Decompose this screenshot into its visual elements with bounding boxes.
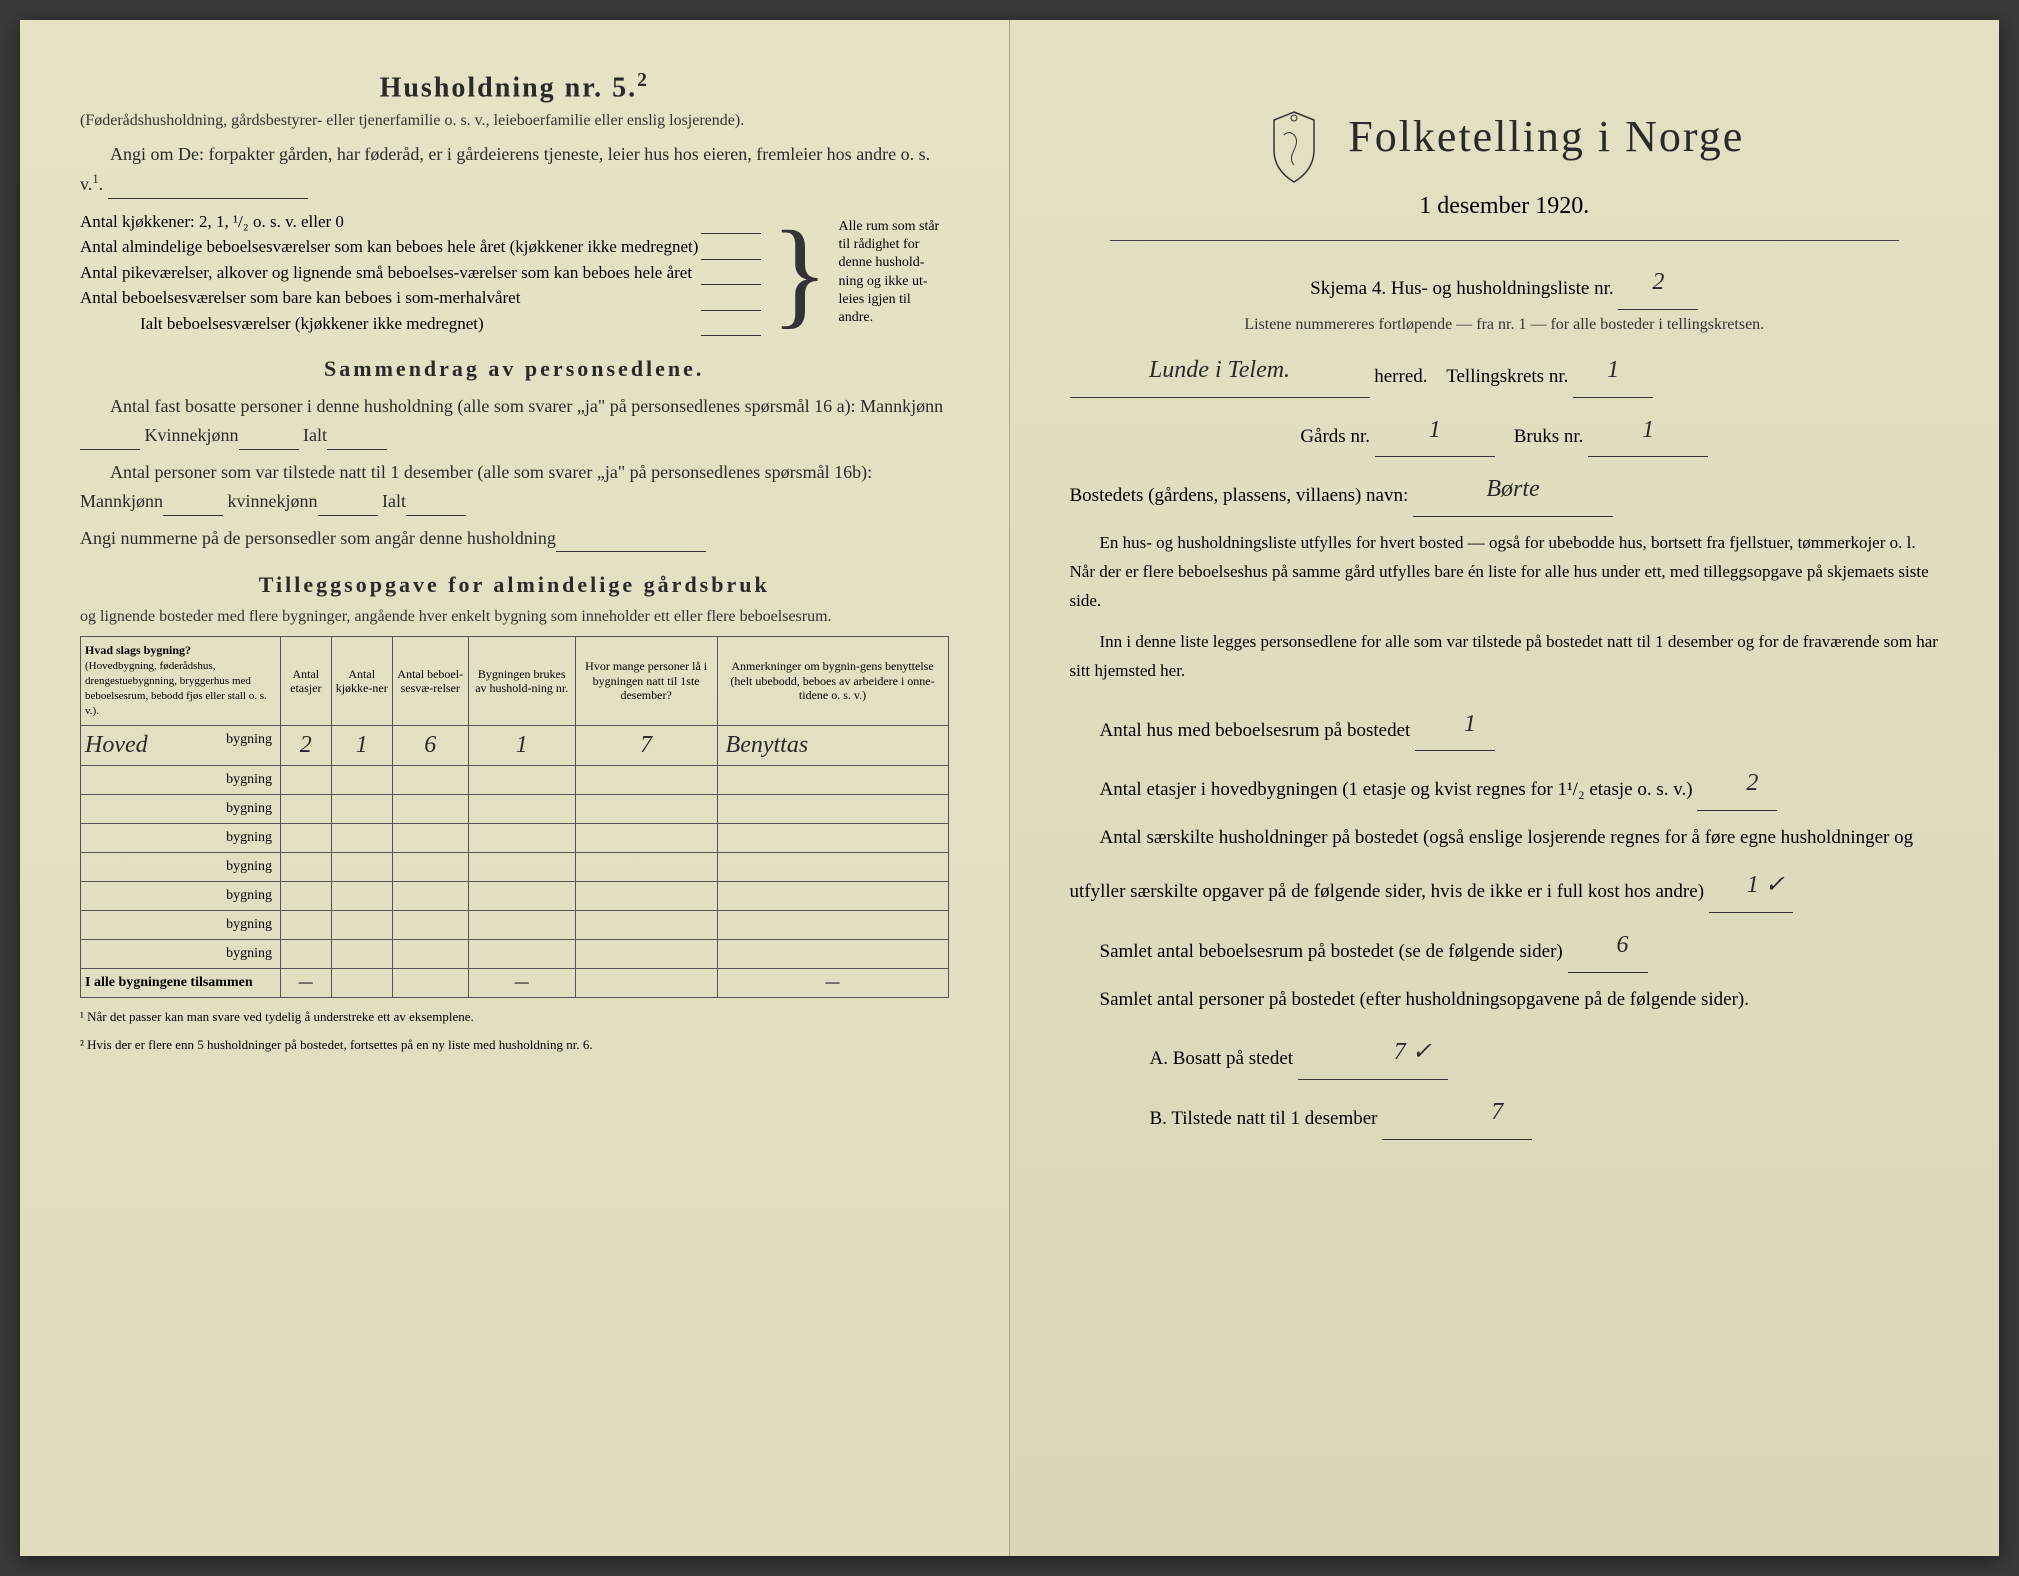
q1-value: 1: [1415, 698, 1495, 752]
table-row: bygning: [81, 910, 949, 939]
q5b-label: B. Tilstede natt til 1 desember: [1150, 1108, 1378, 1129]
bruks-value: 1: [1588, 404, 1708, 458]
q4-value: 6: [1568, 919, 1648, 973]
footnote-1: ¹ Når det passer kan man svare ved tydel…: [80, 1008, 949, 1026]
q4-label: Samlet antal beboelsesrum på bostedet (s…: [1100, 941, 1563, 962]
room-line-1: Antal kjøkkener: 2, 1, ¹/₂ o. s. v. elle…: [80, 209, 344, 235]
table-row: bygning: [81, 765, 949, 794]
left-heading: Husholdning nr. 5.2: [80, 70, 949, 104]
q2-line: Antal etasjer i hovedbygningen (1 etasje…: [1070, 757, 1940, 811]
q5a-line: A. Bosatt på stedet 7 ✓: [1070, 1026, 1940, 1080]
rooms-block: Antal kjøkkener: 2, 1, ¹/₂ o. s. v. elle…: [80, 209, 949, 337]
table-row: Hovedbygning 2 1 6 1 7 Benyttas: [81, 725, 949, 765]
q5b-value: 7: [1382, 1086, 1532, 1140]
th-2: Antal etasjer: [281, 637, 332, 725]
skjema-value: 2: [1618, 256, 1698, 310]
sammendrag-2: Antal personer som var tilstede natt til…: [80, 458, 949, 516]
heading-text: Husholdning nr. 5.: [380, 72, 638, 103]
sammendrag-3: Angi nummerne på de personsedler som ang…: [80, 524, 949, 553]
q4-line: Samlet antal beboelsesrum på bostedet (s…: [1070, 919, 1940, 973]
footnote-2: ² Hvis der er flere enn 5 husholdninger …: [80, 1036, 949, 1054]
sammendrag-1: Antal fast bosatte personer i denne hush…: [80, 392, 949, 450]
table-row: bygning: [81, 794, 949, 823]
s1c: Ialt: [303, 425, 327, 445]
para1: En hus- og husholdningsliste utfylles fo…: [1070, 529, 1940, 616]
th-7: Anmerkninger om bygnin-gens benyttelse (…: [717, 637, 948, 725]
th-1: Hvad slags bygning?(Hovedbygning, føderå…: [81, 637, 281, 725]
q5a-label: A. Bosatt på stedet: [1150, 1048, 1294, 1069]
q3-value: 1 ✓: [1709, 859, 1793, 913]
s3: Angi nummerne på de personsedler som ang…: [80, 528, 556, 548]
tellingskrets-label: Tellingskrets nr.: [1446, 366, 1568, 387]
q5a-value: 7 ✓: [1298, 1026, 1448, 1080]
page-left: Husholdning nr. 5.2 (Føderådshusholdning…: [20, 20, 1010, 1556]
room-line-3: Antal pikeværelser, alkover og lignende …: [80, 260, 692, 286]
bostedets-value: Børte: [1413, 463, 1613, 517]
th-5: Bygningen brukes av hushold-ning nr.: [468, 637, 575, 725]
sammendrag-title: Sammendrag av personsedlene.: [80, 356, 949, 382]
bruks-label: Bruks nr.: [1514, 426, 1584, 447]
gards-label: Gårds nr.: [1300, 426, 1370, 447]
th-6: Hvor mange personer lå i bygningen natt …: [575, 637, 717, 725]
q2-value: 2: [1697, 757, 1777, 811]
herred-value: Lunde i Telem.: [1070, 344, 1370, 398]
brace-icon: }: [771, 225, 829, 321]
q5-line: Samlet antal personer på bostedet (efter…: [1070, 979, 1940, 1021]
census-document: Husholdning nr. 5.2 (Føderådshusholdning…: [20, 20, 1999, 1556]
table-row: bygning: [81, 881, 949, 910]
s1b: Kvinnekjønn: [145, 425, 239, 445]
dash: —: [717, 968, 948, 997]
listene-note: Listene nummereres fortløpende — fra nr.…: [1070, 316, 1940, 334]
table-row: bygning: [81, 823, 949, 852]
table-total-row: I alle bygningene tilsammen — — —: [81, 968, 949, 997]
gards-value: 1: [1375, 404, 1495, 458]
table-row: bygning: [81, 852, 949, 881]
q5b-line: B. Tilstede natt til 1 desember 7: [1070, 1086, 1940, 1140]
s1a: Antal fast bosatte personer i denne hush…: [110, 396, 943, 416]
s2b: kvinnekjønn: [228, 491, 318, 511]
q1-line: Antal hus med beboelsesrum på bostedet 1: [1070, 698, 1940, 752]
s2c: Ialt: [382, 491, 406, 511]
tillegg-sub: og lignende bosteder med flere bygninger…: [80, 608, 949, 626]
tellingskrets-value: 1: [1573, 344, 1653, 398]
room-line-5: Ialt beboelsesværelser (kjøkkener ikke m…: [80, 311, 484, 337]
skjema-line: Skjema 4. Hus- og husholdningsliste nr. …: [1070, 256, 1940, 310]
page-right: Folketelling i Norge 1 desember 1920. Sk…: [1010, 20, 2000, 1556]
brace-text: Alle rum som står til rådighet for denne…: [839, 218, 949, 327]
bostedets-line: Bostedets (gårdens, plassens, villaens) …: [1070, 463, 1940, 517]
th-4: Antal beboel-sesvæ-relser: [392, 637, 468, 725]
norway-crest-icon: [1264, 110, 1324, 185]
herred-label: herred.: [1374, 366, 1427, 387]
para2: Inn i denne liste legges personsedlene f…: [1070, 628, 1940, 686]
tillegg-title: Tilleggsopgave for almindelige gårdsbruk: [80, 572, 949, 598]
main-title: Folketelling i Norge: [1348, 111, 1744, 162]
room-line-4: Antal beboelsesværelser som bare kan beb…: [80, 285, 520, 311]
title-block: Folketelling i Norge 1 desember 1920.: [1070, 110, 1940, 220]
bostedets-label: Bostedets (gårdens, plassens, villaens) …: [1070, 485, 1409, 506]
q1-label: Antal hus med beboelsesrum på bostedet: [1100, 720, 1411, 741]
herred-line: Lunde i Telem. herred. Tellingskrets nr.…: [1070, 344, 1940, 398]
q3-line: Antal særskilte husholdninger på bostede…: [1070, 817, 1940, 913]
room-line-2: Antal almindelige beboelsesværelser som …: [80, 234, 698, 260]
left-sub1: (Føderådshusholdning, gårdsbestyrer- ell…: [80, 112, 949, 130]
dash: —: [281, 968, 332, 997]
q2-label: Antal etasjer i hovedbygningen (1 etasje…: [1100, 779, 1693, 800]
gards-line: Gårds nr. 1 Bruks nr. 1: [1070, 404, 1940, 458]
dash: —: [468, 968, 575, 997]
table-row: bygning: [81, 939, 949, 968]
s2a: Antal personer som var tilstede natt til…: [80, 462, 872, 511]
th-3: Antal kjøkke-ner: [331, 637, 392, 725]
total-label: I alle bygningene tilsammen: [81, 968, 281, 997]
left-sub2: Angi om De: forpakter gården, har føderå…: [80, 140, 949, 199]
heading-sup: 2: [637, 70, 649, 91]
date-line: 1 desember 1920.: [1070, 193, 1940, 220]
skjema-label: Skjema 4. Hus- og husholdningsliste nr.: [1310, 278, 1613, 299]
buildings-table: Hvad slags bygning?(Hovedbygning, føderå…: [80, 636, 949, 997]
sub2-text: Angi om De: forpakter gården, har føderå…: [80, 144, 930, 194]
